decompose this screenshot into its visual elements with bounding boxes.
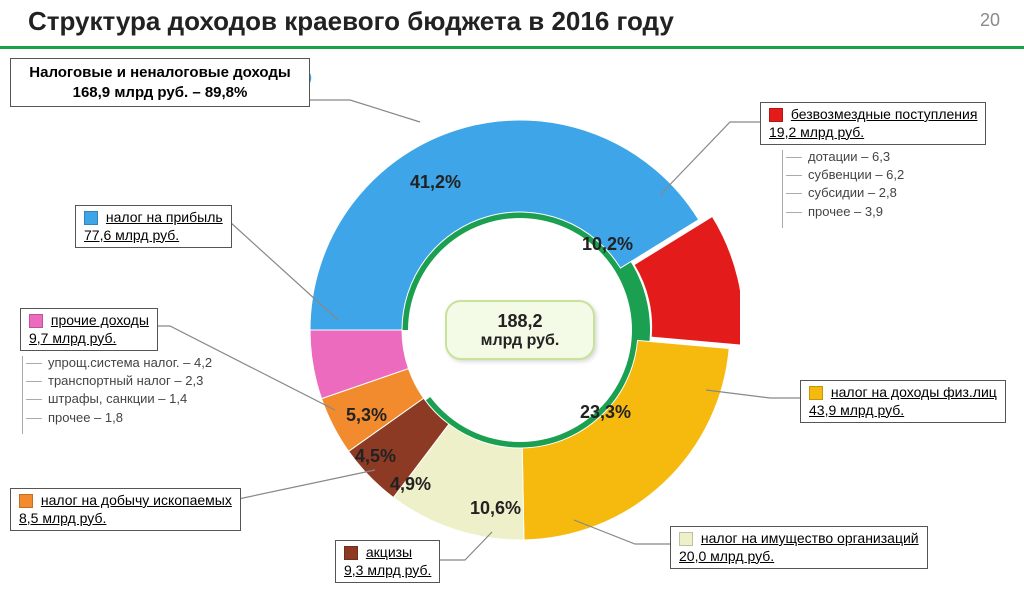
pct-gratuitous: 10,2% xyxy=(582,234,633,255)
gratuitous-l2: 19,2 млрд руб. xyxy=(769,124,864,140)
gratuitous-l1: безвозмездные поступления xyxy=(791,106,978,122)
square-icon xyxy=(84,211,98,225)
total-pill: 188,2 млрд руб. xyxy=(445,300,595,360)
total-value: 188,2 xyxy=(497,311,542,332)
title-rule xyxy=(0,46,1024,49)
pct-other: 5,3% xyxy=(346,405,387,426)
pct-property: 10,6% xyxy=(470,498,521,519)
callout-excise: акцизы 9,3 млрд руб. xyxy=(335,540,440,583)
callout-mining: налог на добычу ископаемых 8,5 млрд руб. xyxy=(10,488,241,531)
square-icon xyxy=(29,314,43,328)
other-bracket xyxy=(22,356,23,434)
square-icon xyxy=(19,494,33,508)
callout-pit: налог на доходы физ.лиц 43,9 млрд руб. xyxy=(800,380,1006,423)
other-sublist: упрощ.система налог. – 4,2 транспортный … xyxy=(26,354,212,427)
pct-pit: 23,3% xyxy=(580,402,631,423)
page-root: { "page_number": "20", "title": "Структу… xyxy=(0,0,1024,576)
square-icon xyxy=(344,546,358,560)
total-unit: млрд руб. xyxy=(481,332,560,350)
topbox-l1: Налоговые и неналоговые доходы xyxy=(21,63,299,83)
callout-property: налог на имущество организаций 20,0 млрд… xyxy=(670,526,928,569)
square-icon xyxy=(679,532,693,546)
gratuitous-bracket xyxy=(782,150,783,228)
tax-nontax-box: Налоговые и неналоговые доходы 168,9 млр… xyxy=(10,58,310,107)
square-icon xyxy=(809,386,823,400)
page-title: Структура доходов краевого бюджета в 201… xyxy=(28,6,674,37)
topbox-l2: 168,9 млрд руб. – 89,8% xyxy=(21,83,299,103)
pct-excise: 4,9% xyxy=(390,474,431,495)
gratuitous-sublist: дотации – 6,3 субвенции – 6,2 субсидии –… xyxy=(786,148,904,221)
callout-profit: налог на прибыль 77,6 млрд руб. xyxy=(75,205,232,248)
callout-other: прочие доходы 9,7 млрд руб. xyxy=(20,308,158,351)
square-icon xyxy=(769,108,783,122)
pct-profit_tax: 41,2% xyxy=(410,172,461,193)
callout-gratuitous: безвозмездные поступления 19,2 млрд руб. xyxy=(760,102,986,145)
pct-mining: 4,5% xyxy=(355,446,396,467)
page-number: 20 xyxy=(980,10,1000,31)
